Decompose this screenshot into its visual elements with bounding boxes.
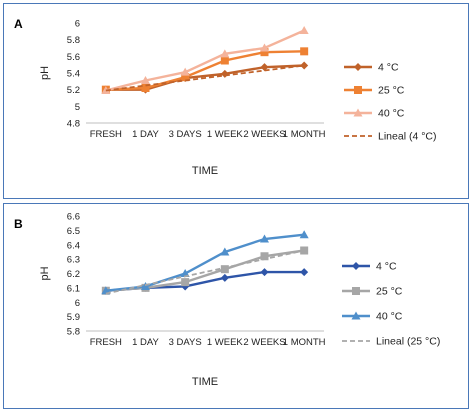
data-point xyxy=(300,47,309,56)
x-tick-label: FRESH xyxy=(90,337,122,348)
series-line xyxy=(105,50,305,91)
chart-a-svg: A 4.8 5 5.2 5.4 5.6 5.8 6 FRESH 1 DAY 3 DAYS 1 WEEK… xyxy=(14,17,436,177)
panel-label: A xyxy=(14,17,23,31)
y-tick-label: 5.6 xyxy=(67,52,80,63)
data-point xyxy=(299,26,309,34)
x-tick-label: 2 WEEKS xyxy=(243,337,285,348)
legend-label: 25 °C xyxy=(376,286,403,298)
data-point xyxy=(220,69,229,78)
x-tick-label: FRESH xyxy=(90,129,122,140)
x-tick-label: 1 MONTH xyxy=(283,337,326,348)
legend-marker xyxy=(351,311,361,320)
data-point xyxy=(220,49,230,58)
series-group xyxy=(105,64,305,92)
y-tick-label: 6.1 xyxy=(67,283,80,294)
legend-marker xyxy=(352,262,360,270)
legend-label: 25 °C xyxy=(378,85,405,97)
legend-label: 4 °C xyxy=(378,62,399,74)
chart-panel-a: A 4.8 5 5.2 5.4 5.6 5.8 6 FRESH 1 DAY 3 DAYS 1 WEEK… xyxy=(3,3,469,199)
trendline xyxy=(105,249,305,295)
x-tick-label: 3 DAYS xyxy=(169,337,202,348)
data-point xyxy=(181,278,190,287)
legend-marker xyxy=(354,63,362,71)
x-tick-label: 1 WEEK xyxy=(207,129,244,140)
data-point xyxy=(260,252,269,261)
series-group xyxy=(101,268,309,295)
y-tick-label: 5 xyxy=(75,102,80,113)
data-point xyxy=(220,265,229,274)
data-point xyxy=(260,234,269,243)
data-point xyxy=(260,48,269,57)
series-group xyxy=(101,26,309,94)
legend-label: 40 °C xyxy=(376,311,403,323)
legend-label: Lineal (25 °C) xyxy=(376,336,440,348)
x-tick-label: 1 DAY xyxy=(132,129,159,140)
legend-label: 4 °C xyxy=(376,261,397,273)
data-point xyxy=(220,273,229,282)
data-point xyxy=(260,268,269,277)
y-tick-label: 6.4 xyxy=(67,240,80,251)
data-point xyxy=(260,43,269,52)
legend-label: 40 °C xyxy=(378,108,405,120)
data-point xyxy=(141,281,150,290)
data-point xyxy=(181,73,190,82)
data-point xyxy=(300,61,309,70)
legend-marker xyxy=(353,108,363,117)
y-tick-label: 6 xyxy=(75,298,80,309)
y-tick-label: 6.5 xyxy=(67,226,80,237)
trendline xyxy=(105,64,305,92)
y-tick-label: 5.4 xyxy=(67,69,80,80)
data-point xyxy=(299,230,309,239)
x-tick-label: 2 WEEKS xyxy=(243,129,285,140)
x-tick-label: 1 MONTH xyxy=(283,129,326,140)
series-group xyxy=(101,230,309,295)
y-tick-label: 5.8 xyxy=(67,327,80,338)
data-point xyxy=(180,67,190,76)
y-tick-label: 4.8 xyxy=(67,119,80,130)
data-point xyxy=(220,56,229,65)
x-axis-title: TIME xyxy=(192,165,218,177)
chart-b-svg: B 5.8 5.9 6 6.1 6.2 6.3 6.4 6.5 6.6 FRESH 1 DAY 3 DA… xyxy=(14,212,440,389)
x-tick-label: 1 WEEK xyxy=(207,337,244,348)
series-line xyxy=(105,64,305,91)
legend-marker xyxy=(352,287,360,295)
panel-label: B xyxy=(14,217,23,231)
series-group xyxy=(105,249,305,295)
data-point xyxy=(300,268,309,277)
y-tick-label: 6.6 xyxy=(67,212,80,223)
legend-marker xyxy=(354,86,362,94)
y-tick-label: 6.3 xyxy=(67,255,80,266)
y-tick-label: 5.9 xyxy=(67,312,80,323)
x-tick-label: 1 DAY xyxy=(132,337,159,348)
x-tick-label: 3 DAYS xyxy=(169,129,202,140)
y-axis-title: pH xyxy=(39,266,51,280)
y-tick-label: 5.2 xyxy=(67,85,80,96)
y-axis-title: pH xyxy=(39,66,51,80)
series-line xyxy=(105,29,305,92)
y-tick-label: 5.8 xyxy=(67,35,80,46)
legend-label: Lineal (4 °C) xyxy=(378,131,436,143)
data-point xyxy=(141,76,150,84)
y-tick-label: 6 xyxy=(75,19,80,30)
data-point xyxy=(141,84,150,92)
y-tick-label: 6.2 xyxy=(67,269,80,280)
x-axis-title: TIME xyxy=(192,376,218,388)
data-point xyxy=(220,247,230,256)
chart-panel-b: B 5.8 5.9 6 6.1 6.2 6.3 6.4 6.5 6.6 FRESH 1 DAY 3 DA… xyxy=(3,203,469,409)
